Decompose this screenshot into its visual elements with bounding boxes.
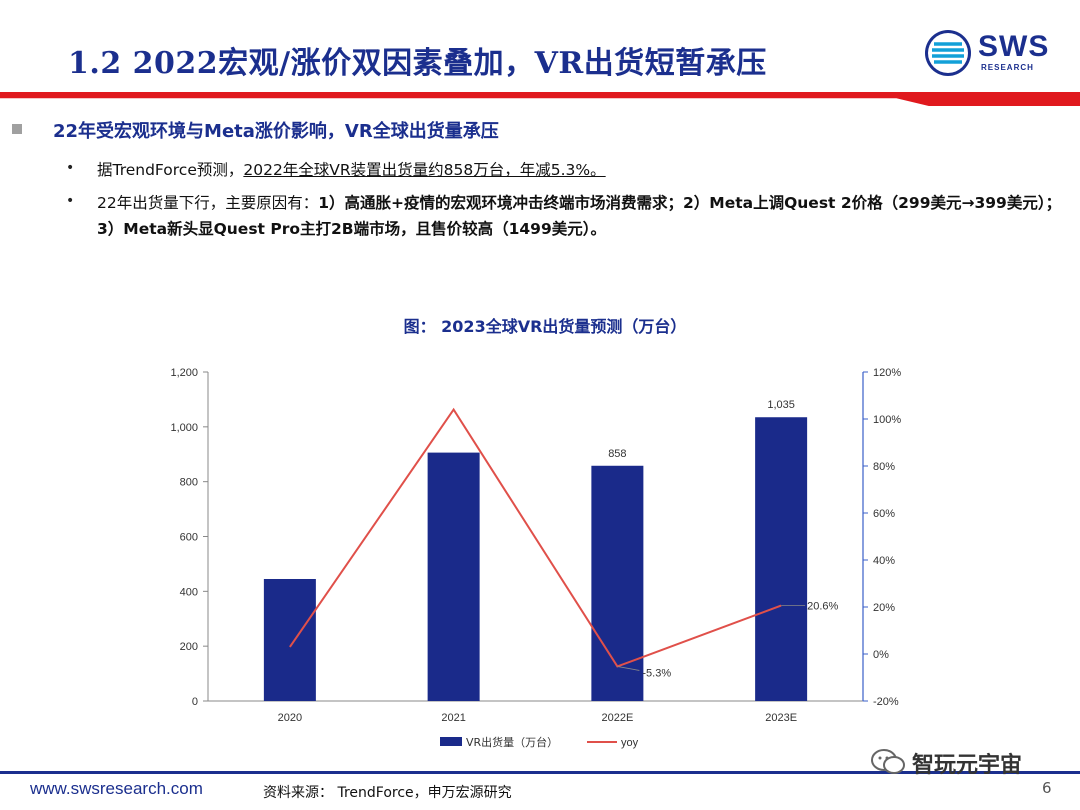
bar-2023E bbox=[755, 417, 808, 701]
left-tick-label: 400 bbox=[180, 586, 198, 598]
left-tick-label: 0 bbox=[192, 696, 198, 708]
wechat-icon bbox=[871, 749, 905, 774]
bar-2021 bbox=[427, 452, 480, 701]
sws-logo-icon bbox=[925, 30, 971, 76]
right-tick-label: 80% bbox=[873, 461, 895, 473]
left-tick-label: 600 bbox=[180, 532, 198, 544]
title-underline-bar bbox=[0, 92, 1080, 106]
logo-subtext: RESEARCH bbox=[981, 63, 1034, 72]
legend-bar-swatch bbox=[440, 737, 462, 746]
yoy-leader-line bbox=[617, 666, 640, 671]
right-tick-label: 60% bbox=[873, 508, 895, 520]
bullet-2-plain: 22年出货量下行，主要原因有： bbox=[97, 194, 319, 212]
bullet-dot: • bbox=[66, 193, 75, 209]
yoy-line bbox=[289, 407, 782, 668]
x-tick-label: 2023E bbox=[765, 712, 797, 724]
section-heading: 22年受宏观环境与Meta涨价影响，VR全球出货量承压 bbox=[53, 121, 499, 142]
right-tick-label: -20% bbox=[873, 696, 899, 708]
bullet-dot: • bbox=[66, 160, 75, 176]
right-tick-label: 0% bbox=[873, 649, 889, 661]
chart-title: 图： 2023全球VR出货量预测（万台） bbox=[404, 317, 687, 336]
bar-data-label: 1,035 bbox=[767, 399, 795, 411]
yoy-data-label: 20.6% bbox=[807, 601, 838, 613]
bar-data-label: 858 bbox=[608, 448, 626, 460]
logo-text: SWS bbox=[978, 30, 1050, 63]
right-tick-label: 100% bbox=[873, 414, 901, 426]
right-tick-label: 40% bbox=[873, 555, 895, 567]
vr-shipment-chart: 图： 2023全球VR出货量预测（万台） 0 200 400 600 800 1,000 1,… bbox=[170, 317, 901, 749]
bullet-1-underlined: 2022年全球VR装置出货量约858万台，年减5.3%。 bbox=[243, 161, 606, 179]
left-tick-label: 1,200 bbox=[170, 367, 198, 379]
x-tick-label: 2021 bbox=[441, 712, 465, 724]
page-title: 1.2 2022宏观/涨价双因素叠加，VR出货短暂承压 bbox=[68, 46, 767, 81]
left-tick-label: 1,000 bbox=[170, 422, 198, 434]
heading-square-bullet bbox=[12, 124, 22, 134]
x-tick-label: 2022E bbox=[601, 712, 633, 724]
bullet-1-text: 据TrendForce预测，2022年全球VR装置出货量约858万台，年减5.3… bbox=[97, 157, 606, 183]
right-tick-label: 20% bbox=[873, 602, 895, 614]
source-note: 资料来源： TrendForce，申万宏源研究 bbox=[263, 785, 512, 801]
bullet-1-prefix: 据TrendForce预测， bbox=[97, 161, 244, 179]
footer-divider bbox=[0, 771, 1080, 774]
bullet-2-bold: 1）高通胀+疫情的宏观环境冲击终端市场消费需求；2）Meta上调Quest 2价… bbox=[97, 194, 1062, 238]
left-tick-label: 200 bbox=[180, 641, 198, 653]
footer-url[interactable]: www.swsresearch.com bbox=[30, 779, 203, 798]
page-number: 6 bbox=[1042, 779, 1052, 797]
legend-bar-label: VR出货量（万台） bbox=[466, 735, 558, 749]
right-tick-label: 120% bbox=[873, 367, 901, 379]
account-name: 智玩元宇宙 bbox=[912, 753, 1023, 778]
bullet-2-text: 22年出货量下行，主要原因有：1）高通胀+疫情的宏观环境冲击终端市场消费需求；2… bbox=[97, 190, 1072, 242]
yoy-data-label: -5.3% bbox=[642, 667, 671, 679]
bar-2022E bbox=[591, 465, 644, 701]
left-tick-label: 800 bbox=[180, 477, 198, 489]
bar-2020 bbox=[263, 578, 316, 701]
x-tick-label: 2020 bbox=[278, 712, 302, 724]
legend-line-label: yoy bbox=[621, 737, 639, 749]
